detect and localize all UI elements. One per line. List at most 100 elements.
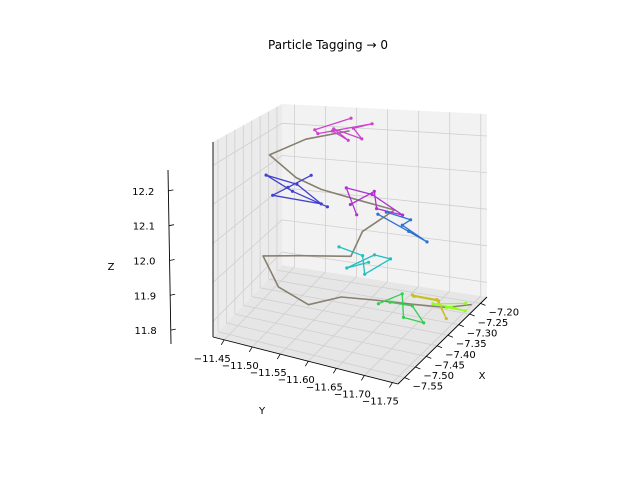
grid-z-4 <box>212 122 488 166</box>
z-tick-mark-0 <box>170 328 176 331</box>
x-axis-label: X <box>479 371 486 382</box>
y-axis-label: Y <box>258 406 266 417</box>
grid-y-floor-5 <box>364 290 451 376</box>
series-point-5-0 <box>376 302 380 306</box>
tick-marks: −11.45−11.50−11.55−11.60−11.65−11.70−11.… <box>132 187 519 408</box>
z-tick-label-0: 11.8 <box>134 326 156 337</box>
series-point-4-3 <box>388 257 393 261</box>
series-point-3-0 <box>384 210 388 214</box>
series-point-0-6 <box>316 132 320 136</box>
series-point-2-4 <box>370 192 374 197</box>
grid-x-floor-5 <box>260 287 459 325</box>
series-point-0-3 <box>360 137 364 141</box>
z-tick-mark-1 <box>170 293 176 296</box>
z-tick-label-3: 12.1 <box>133 222 155 233</box>
grid-y-floor-3 <box>308 281 388 362</box>
x-tick-label-0: −7.55 <box>413 382 444 393</box>
series-point-6-3 <box>435 298 439 302</box>
series-point-7-3 <box>431 302 435 306</box>
x-tick-label-2: −7.45 <box>434 360 465 371</box>
series-line-3 <box>377 211 428 243</box>
x-tick-mark-0 <box>404 377 410 381</box>
series-point-1-0 <box>286 185 290 189</box>
series-point-4-2 <box>363 272 367 276</box>
series-point-3-2 <box>400 223 404 227</box>
y-tick-mark-6 <box>389 382 393 388</box>
z-tick-mark-3 <box>168 224 175 227</box>
series-point-3-5 <box>376 212 380 216</box>
axis-line-z <box>167 169 172 345</box>
series-point-6-4 <box>410 293 415 297</box>
series-point-3-3 <box>425 240 429 244</box>
grid-x-floor-7 <box>276 269 481 304</box>
pane-y <box>213 104 282 337</box>
series-point-1-1 <box>309 173 313 177</box>
series-point-2-6 <box>355 213 359 217</box>
x-tick-mark-6 <box>469 313 475 317</box>
grid-x-floor-4 <box>251 296 449 336</box>
series-point-0-2 <box>332 127 336 131</box>
series-point-4-0 <box>337 245 341 249</box>
trail-line <box>262 130 472 309</box>
pane-x <box>282 104 487 297</box>
y-tick-label-2: −11.55 <box>250 368 287 379</box>
series-point-5-2 <box>401 315 406 319</box>
series-point-1-4 <box>295 182 299 186</box>
grid-z-2 <box>212 187 488 244</box>
y-tick-mark-4 <box>332 368 337 374</box>
x-tick-mark-7 <box>480 302 486 306</box>
series-point-0-7 <box>313 128 317 132</box>
axis-lines <box>167 142 488 385</box>
series-point-5-3 <box>422 321 426 325</box>
series-point-4-1 <box>361 254 365 258</box>
series-point-1-3 <box>319 202 323 206</box>
grid-lines <box>212 104 488 383</box>
z-tick-label-2: 12.0 <box>133 256 155 267</box>
series-point-7-4 <box>464 301 468 305</box>
grid-y-floor-1 <box>251 271 326 348</box>
axis-panes <box>213 104 487 384</box>
series-point-0-5 <box>370 122 374 126</box>
series-point-5-5 <box>388 300 392 304</box>
y-tick-mark-1 <box>248 346 253 353</box>
grid-x-floor-6 <box>268 278 470 315</box>
x-tick-label-4: −7.35 <box>456 339 487 350</box>
chart-title: Particle Tagging → 0 <box>268 38 388 52</box>
series-point-2-1 <box>372 189 376 193</box>
y-tick-label-6: −11.75 <box>362 397 399 408</box>
series-point-7-1 <box>463 309 467 313</box>
x-tick-mark-3 <box>436 345 443 349</box>
series-point-7-0 <box>445 305 449 310</box>
series-point-4-5 <box>345 266 349 270</box>
z-tick-mark-2 <box>169 259 175 261</box>
x-tick-label-3: −7.40 <box>445 350 476 361</box>
grid-x-floor-0 <box>217 331 405 379</box>
x-tick-label-6: −7.25 <box>478 318 509 329</box>
axis-line-x <box>397 296 488 385</box>
grid-z-0 <box>212 251 488 322</box>
y-tick-mark-2 <box>276 353 281 360</box>
series-point-4-4 <box>372 253 377 257</box>
y-tick-label-1: −11.50 <box>222 361 259 372</box>
grid-x-floor-1 <box>226 322 416 368</box>
y-tick-mark-5 <box>361 375 365 381</box>
series-point-0-4 <box>351 126 355 130</box>
series-point-1-5 <box>264 173 268 177</box>
series-point-5-1 <box>400 292 404 296</box>
y-tick-label-5: −11.70 <box>334 389 371 400</box>
series-point-5-4 <box>410 304 414 308</box>
series-point-6-2 <box>444 317 448 321</box>
y-tick-label-0: −11.45 <box>194 354 231 365</box>
grid-x-floor-3 <box>243 304 438 347</box>
series-point-2-3 <box>401 213 405 217</box>
x-tick-label-7: −7.20 <box>488 307 519 318</box>
grid-y-floor-2 <box>279 276 357 355</box>
y-tick-label-3: −11.60 <box>278 375 315 386</box>
y-tick-mark-0 <box>220 339 225 346</box>
y-tick-mark-3 <box>304 361 309 367</box>
series-point-2-0 <box>348 202 352 207</box>
series-point-2-2 <box>375 207 379 211</box>
series-point-0-8 <box>349 116 353 120</box>
z-axis-label: Z <box>108 262 115 273</box>
